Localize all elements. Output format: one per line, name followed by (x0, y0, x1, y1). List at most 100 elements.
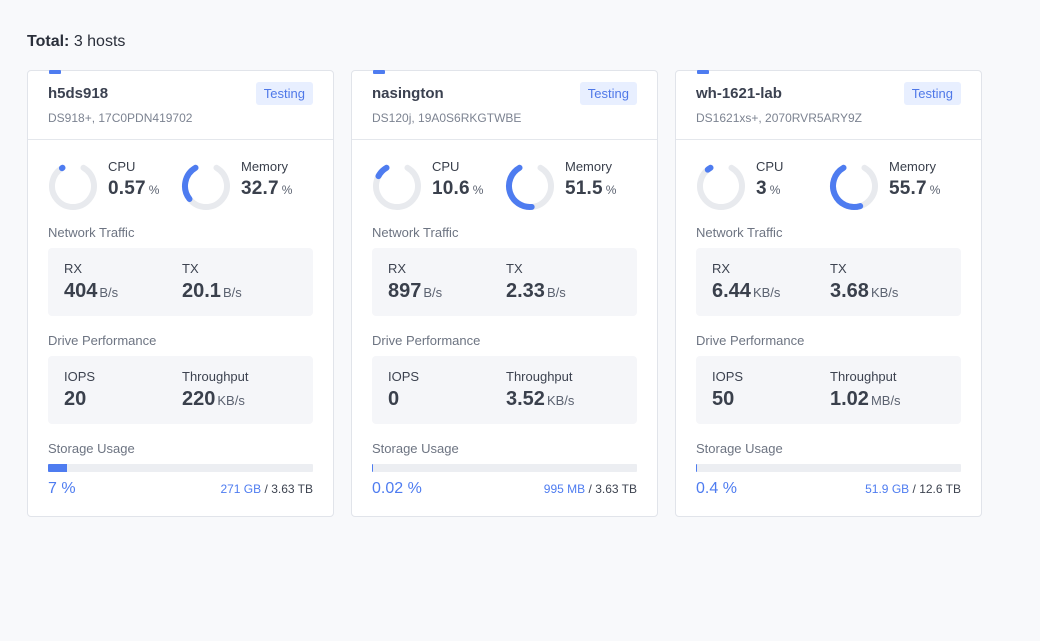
cpu-label: CPU (108, 159, 136, 174)
cpu-value: 10.6% (432, 178, 484, 200)
drive-performance-title: Drive Performance (696, 333, 805, 348)
throughput-stat: Throughput 3.52 KB/s (506, 369, 574, 411)
host-name[interactable]: h5ds918 (48, 85, 109, 102)
host-card[interactable]: h5ds918 DS918+, 17C0PDN419702 Testing CP… (27, 70, 334, 517)
memory-gauge: Memory 55.7% (829, 159, 949, 210)
memory-gauge-arc (505, 164, 535, 210)
rx-number: 897 (388, 280, 422, 302)
memory-gauge-ring (830, 164, 878, 210)
cpu-value-number: 10.6 (432, 178, 470, 199)
drive-performance-box: IOPS 0 Throughput 3.52 KB/s (372, 356, 637, 424)
network-traffic-title: Network Traffic (372, 225, 459, 240)
storage-capacity: 51.9 GB / 12.6 TB (865, 482, 961, 496)
storage-usage-fill (696, 464, 698, 472)
storage-total: 12.6 TB (919, 482, 961, 496)
total-label: Total: (27, 33, 70, 50)
throughput-number: 1.02 (830, 388, 869, 410)
usage-gauges: CPU 3% Memory 55.7% (696, 159, 966, 210)
drive-performance-title: Drive Performance (48, 333, 157, 348)
network-traffic-title: Network Traffic (696, 225, 783, 240)
throughput-label: Throughput (830, 369, 897, 384)
cpu-label: CPU (432, 159, 460, 174)
memory-label: Memory (889, 159, 936, 174)
memory-unit: % (605, 183, 617, 197)
iops-label: IOPS (388, 369, 420, 384)
host-name[interactable]: nasington (372, 85, 444, 102)
iops-value: 50 (712, 388, 743, 411)
memory-gauge-arc (830, 164, 864, 210)
usage-gauges: CPU 0.57% Memory 32.7% (48, 159, 318, 210)
network-traffic-title: Network Traffic (48, 225, 135, 240)
throughput-number: 3.52 (506, 388, 545, 410)
tx-number: 20.1 (182, 280, 221, 302)
total-hosts: Total: 3 hosts (27, 33, 125, 51)
storage-separator: / (912, 482, 916, 496)
throughput-stat: Throughput 220 KB/s (182, 369, 249, 411)
throughput-value: 220 KB/s (182, 388, 249, 411)
network-traffic-box: RX 6.44 KB/s TX 3.68 KB/s (696, 248, 961, 316)
memory-label: Memory (241, 159, 288, 174)
rx-label: RX (712, 261, 731, 276)
storage-separator: / (588, 482, 592, 496)
rx-number: 6.44 (712, 280, 751, 302)
cpu-gauge-track (49, 164, 97, 210)
throughput-unit: KB/s (546, 393, 575, 408)
total-value: 3 hosts (73, 33, 126, 50)
rx-unit: B/s (99, 285, 119, 300)
storage-percent: 0.4 % (696, 480, 737, 497)
tx-stat: TX 2.33 B/s (506, 261, 566, 303)
memory-value: 51.5% (565, 178, 617, 200)
cpu-unit: % (769, 183, 781, 197)
cpu-value-number: 0.57 (108, 178, 146, 199)
storage-total: 3.63 TB (595, 482, 637, 496)
rx-unit: B/s (423, 285, 443, 300)
host-name[interactable]: wh-1621-lab (696, 85, 782, 102)
host-model-serial: DS120j, 19A0S6RKGTWBE (372, 111, 522, 125)
throughput-value: 1.02 MB/s (830, 388, 901, 411)
host-card[interactable]: nasington DS120j, 19A0S6RKGTWBE Testing … (351, 70, 658, 517)
tx-label: TX (182, 261, 199, 276)
storage-used: 51.9 GB (865, 482, 910, 496)
rx-unit: KB/s (752, 285, 781, 300)
cpu-value: 0.57% (108, 178, 160, 200)
status-badge: Testing (903, 82, 961, 105)
card-accent-marker (373, 70, 385, 74)
status-badge: Testing (255, 82, 313, 105)
network-traffic-box: RX 404 B/s TX 20.1 B/s (48, 248, 313, 316)
storage-percent: 0.02 % (372, 480, 422, 497)
iops-label: IOPS (64, 369, 96, 384)
cpu-gauge-arc (704, 164, 714, 173)
cpu-value-number: 3 (756, 178, 767, 199)
storage-capacity: 271 GB / 3.63 TB (220, 482, 313, 496)
rx-label: RX (388, 261, 407, 276)
tx-stat: TX 20.1 B/s (182, 261, 242, 303)
cpu-value: 3% (756, 178, 781, 200)
tx-number: 2.33 (506, 280, 545, 302)
tx-label: TX (506, 261, 523, 276)
throughput-number: 220 (182, 388, 216, 410)
iops-stat: IOPS 50 (712, 369, 743, 411)
host-card[interactable]: wh-1621-lab DS1621xs+, 2070RVR5ARY9Z Tes… (675, 70, 982, 517)
memory-unit: % (281, 183, 293, 197)
cpu-gauge-arc (375, 164, 390, 180)
memory-gauge-ring (182, 164, 230, 210)
tx-label: TX (830, 261, 847, 276)
memory-gauge-ring (505, 164, 554, 210)
iops-stat: IOPS 20 (64, 369, 95, 411)
rx-value: 404 B/s (64, 280, 118, 303)
throughput-unit: MB/s (870, 393, 901, 408)
cpu-gauge: CPU 10.6% (372, 159, 492, 210)
rx-value: 6.44 KB/s (712, 280, 780, 303)
rx-stat: RX 897 B/s (388, 261, 442, 303)
card-header: h5ds918 DS918+, 17C0PDN419702 Testing (28, 71, 333, 140)
storage-usage-title: Storage Usage (48, 441, 135, 456)
tx-unit: B/s (546, 285, 566, 300)
card-accent-marker (49, 70, 61, 74)
rx-stat: RX 6.44 KB/s (712, 261, 780, 303)
host-cards: h5ds918 DS918+, 17C0PDN419702 Testing CP… (27, 70, 982, 517)
memory-value: 32.7% (241, 178, 293, 200)
tx-unit: KB/s (870, 285, 899, 300)
iops-number: 0 (388, 388, 400, 410)
card-header: nasington DS120j, 19A0S6RKGTWBE Testing (352, 71, 657, 140)
iops-number: 20 (64, 388, 87, 410)
